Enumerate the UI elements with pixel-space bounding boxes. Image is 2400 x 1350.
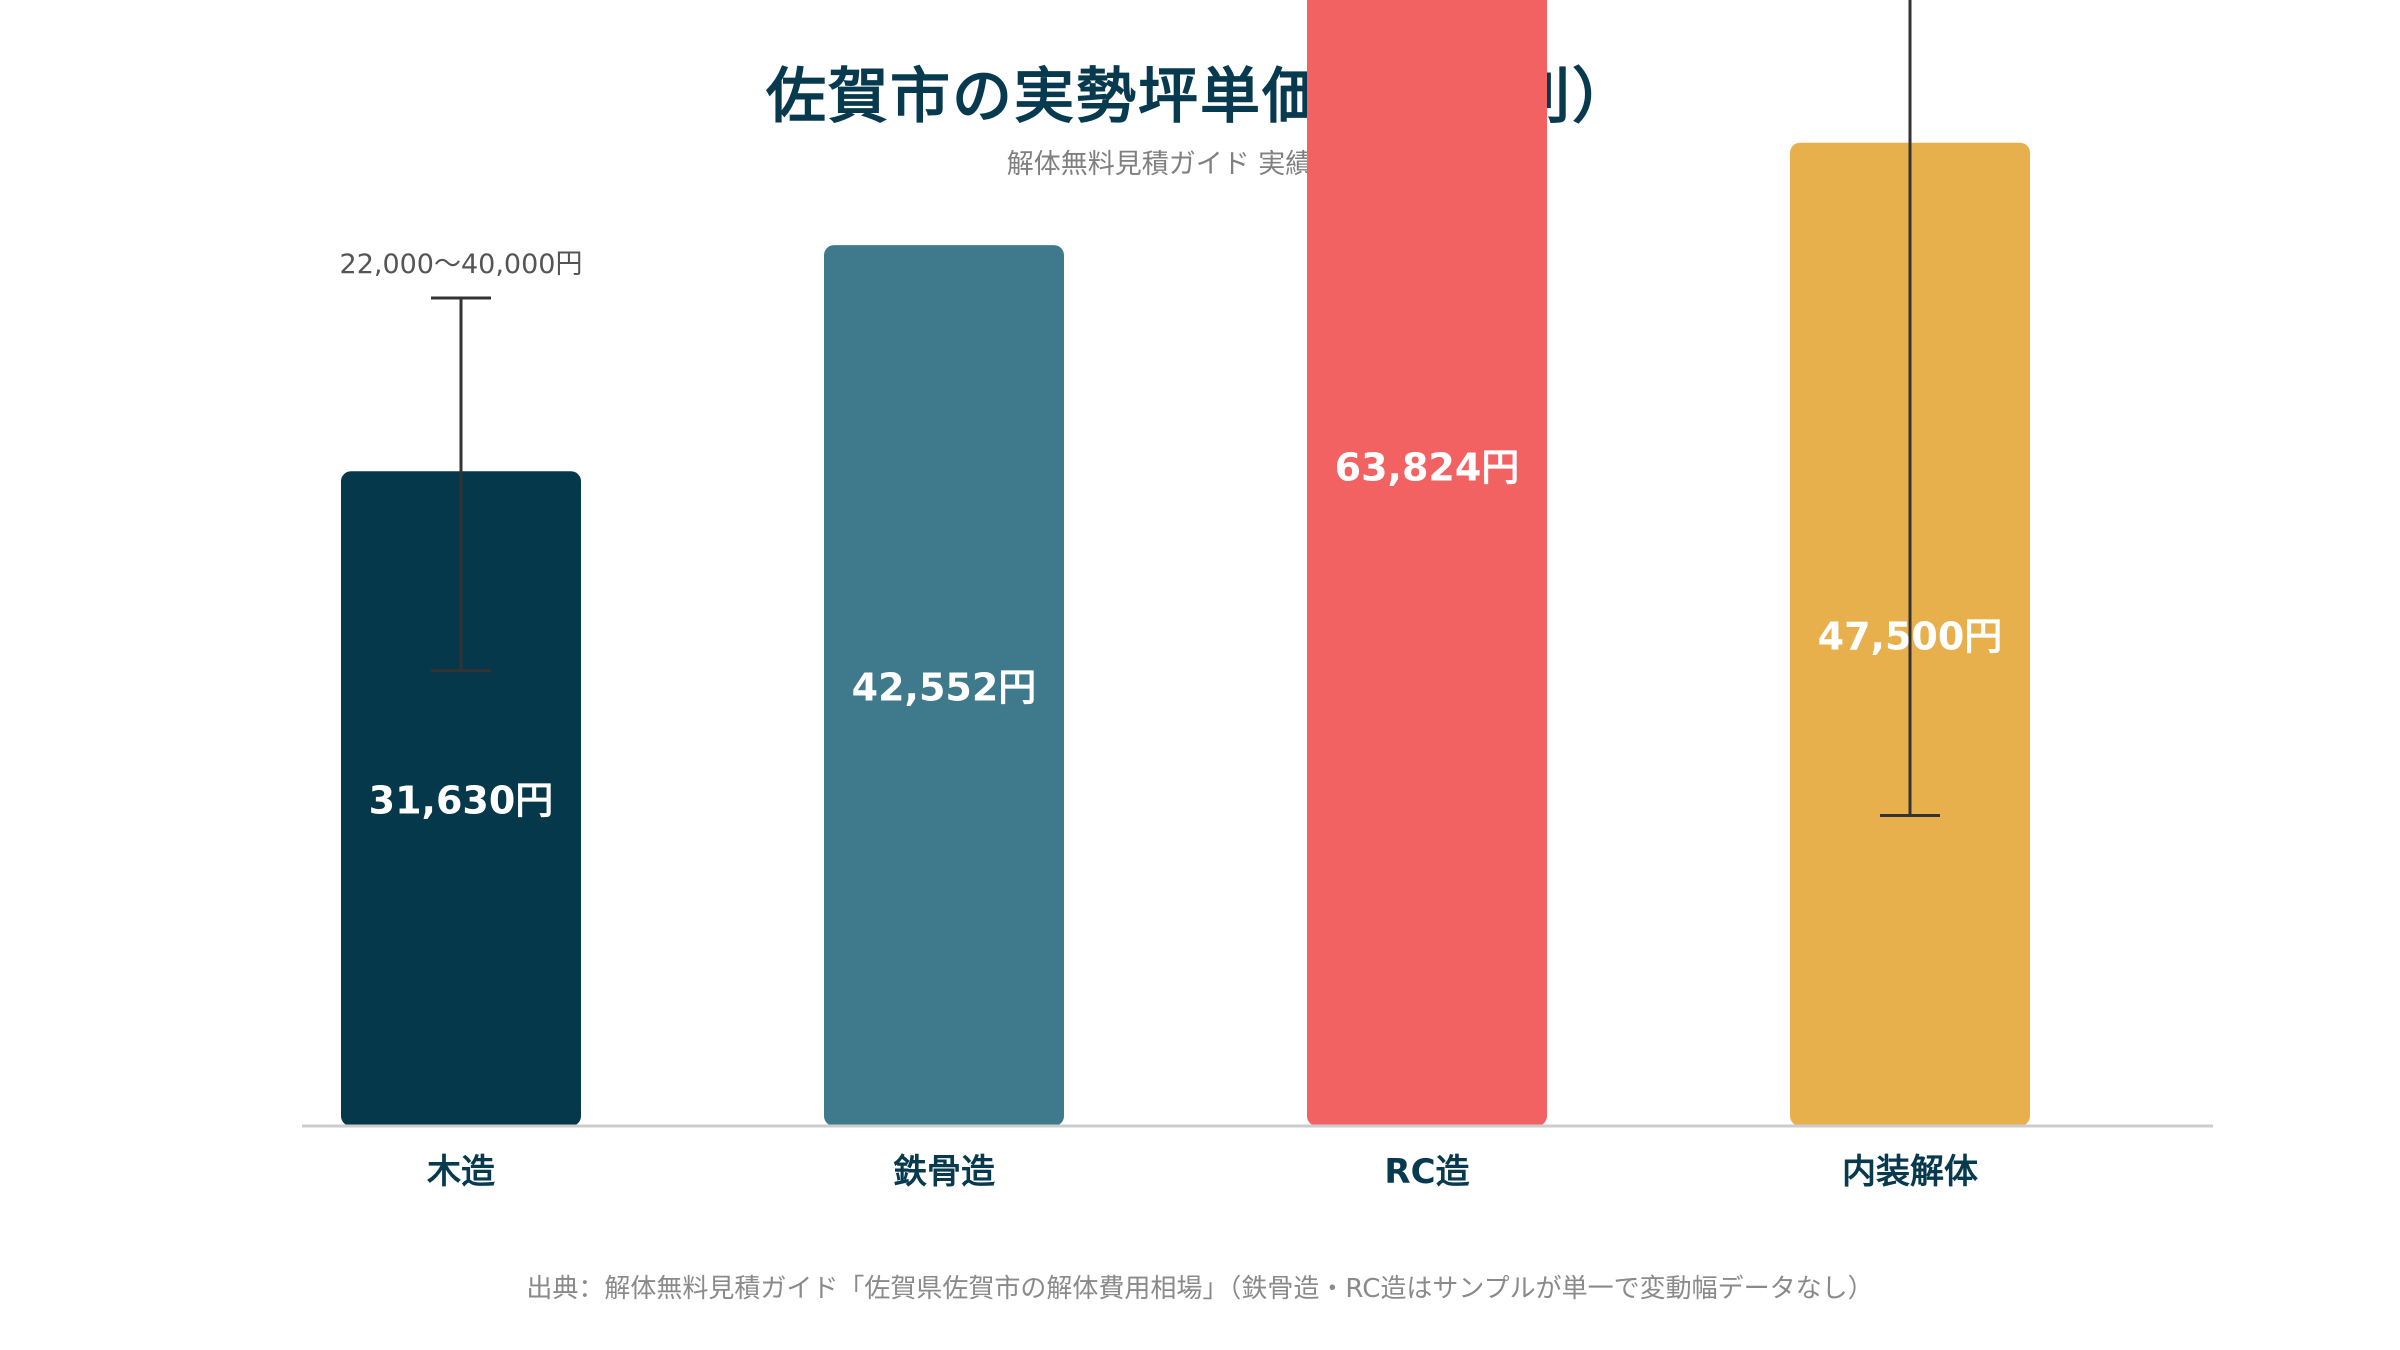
bar-value-label: 31,630円 <box>369 779 554 823</box>
range-label: 22,000〜40,000円 <box>340 249 583 280</box>
bar <box>824 245 1064 1127</box>
bar-value-label: 63,824円 <box>1335 445 1520 489</box>
category-label: 鉄骨造 <box>893 1152 995 1192</box>
bar <box>1307 0 1547 1126</box>
source-note: 出典：解体無料見積ガイド「佐賀県佐賀市の解体費用相場」（鉄骨造・RC造はサンプル… <box>526 1274 1874 1304</box>
category-label: 木造 <box>426 1152 495 1192</box>
category-label: RC造 <box>1384 1152 1469 1192</box>
bar <box>341 471 581 1126</box>
category-label: 内装解体 <box>1842 1152 1978 1192</box>
bar-value-label: 42,552円 <box>852 666 1037 710</box>
